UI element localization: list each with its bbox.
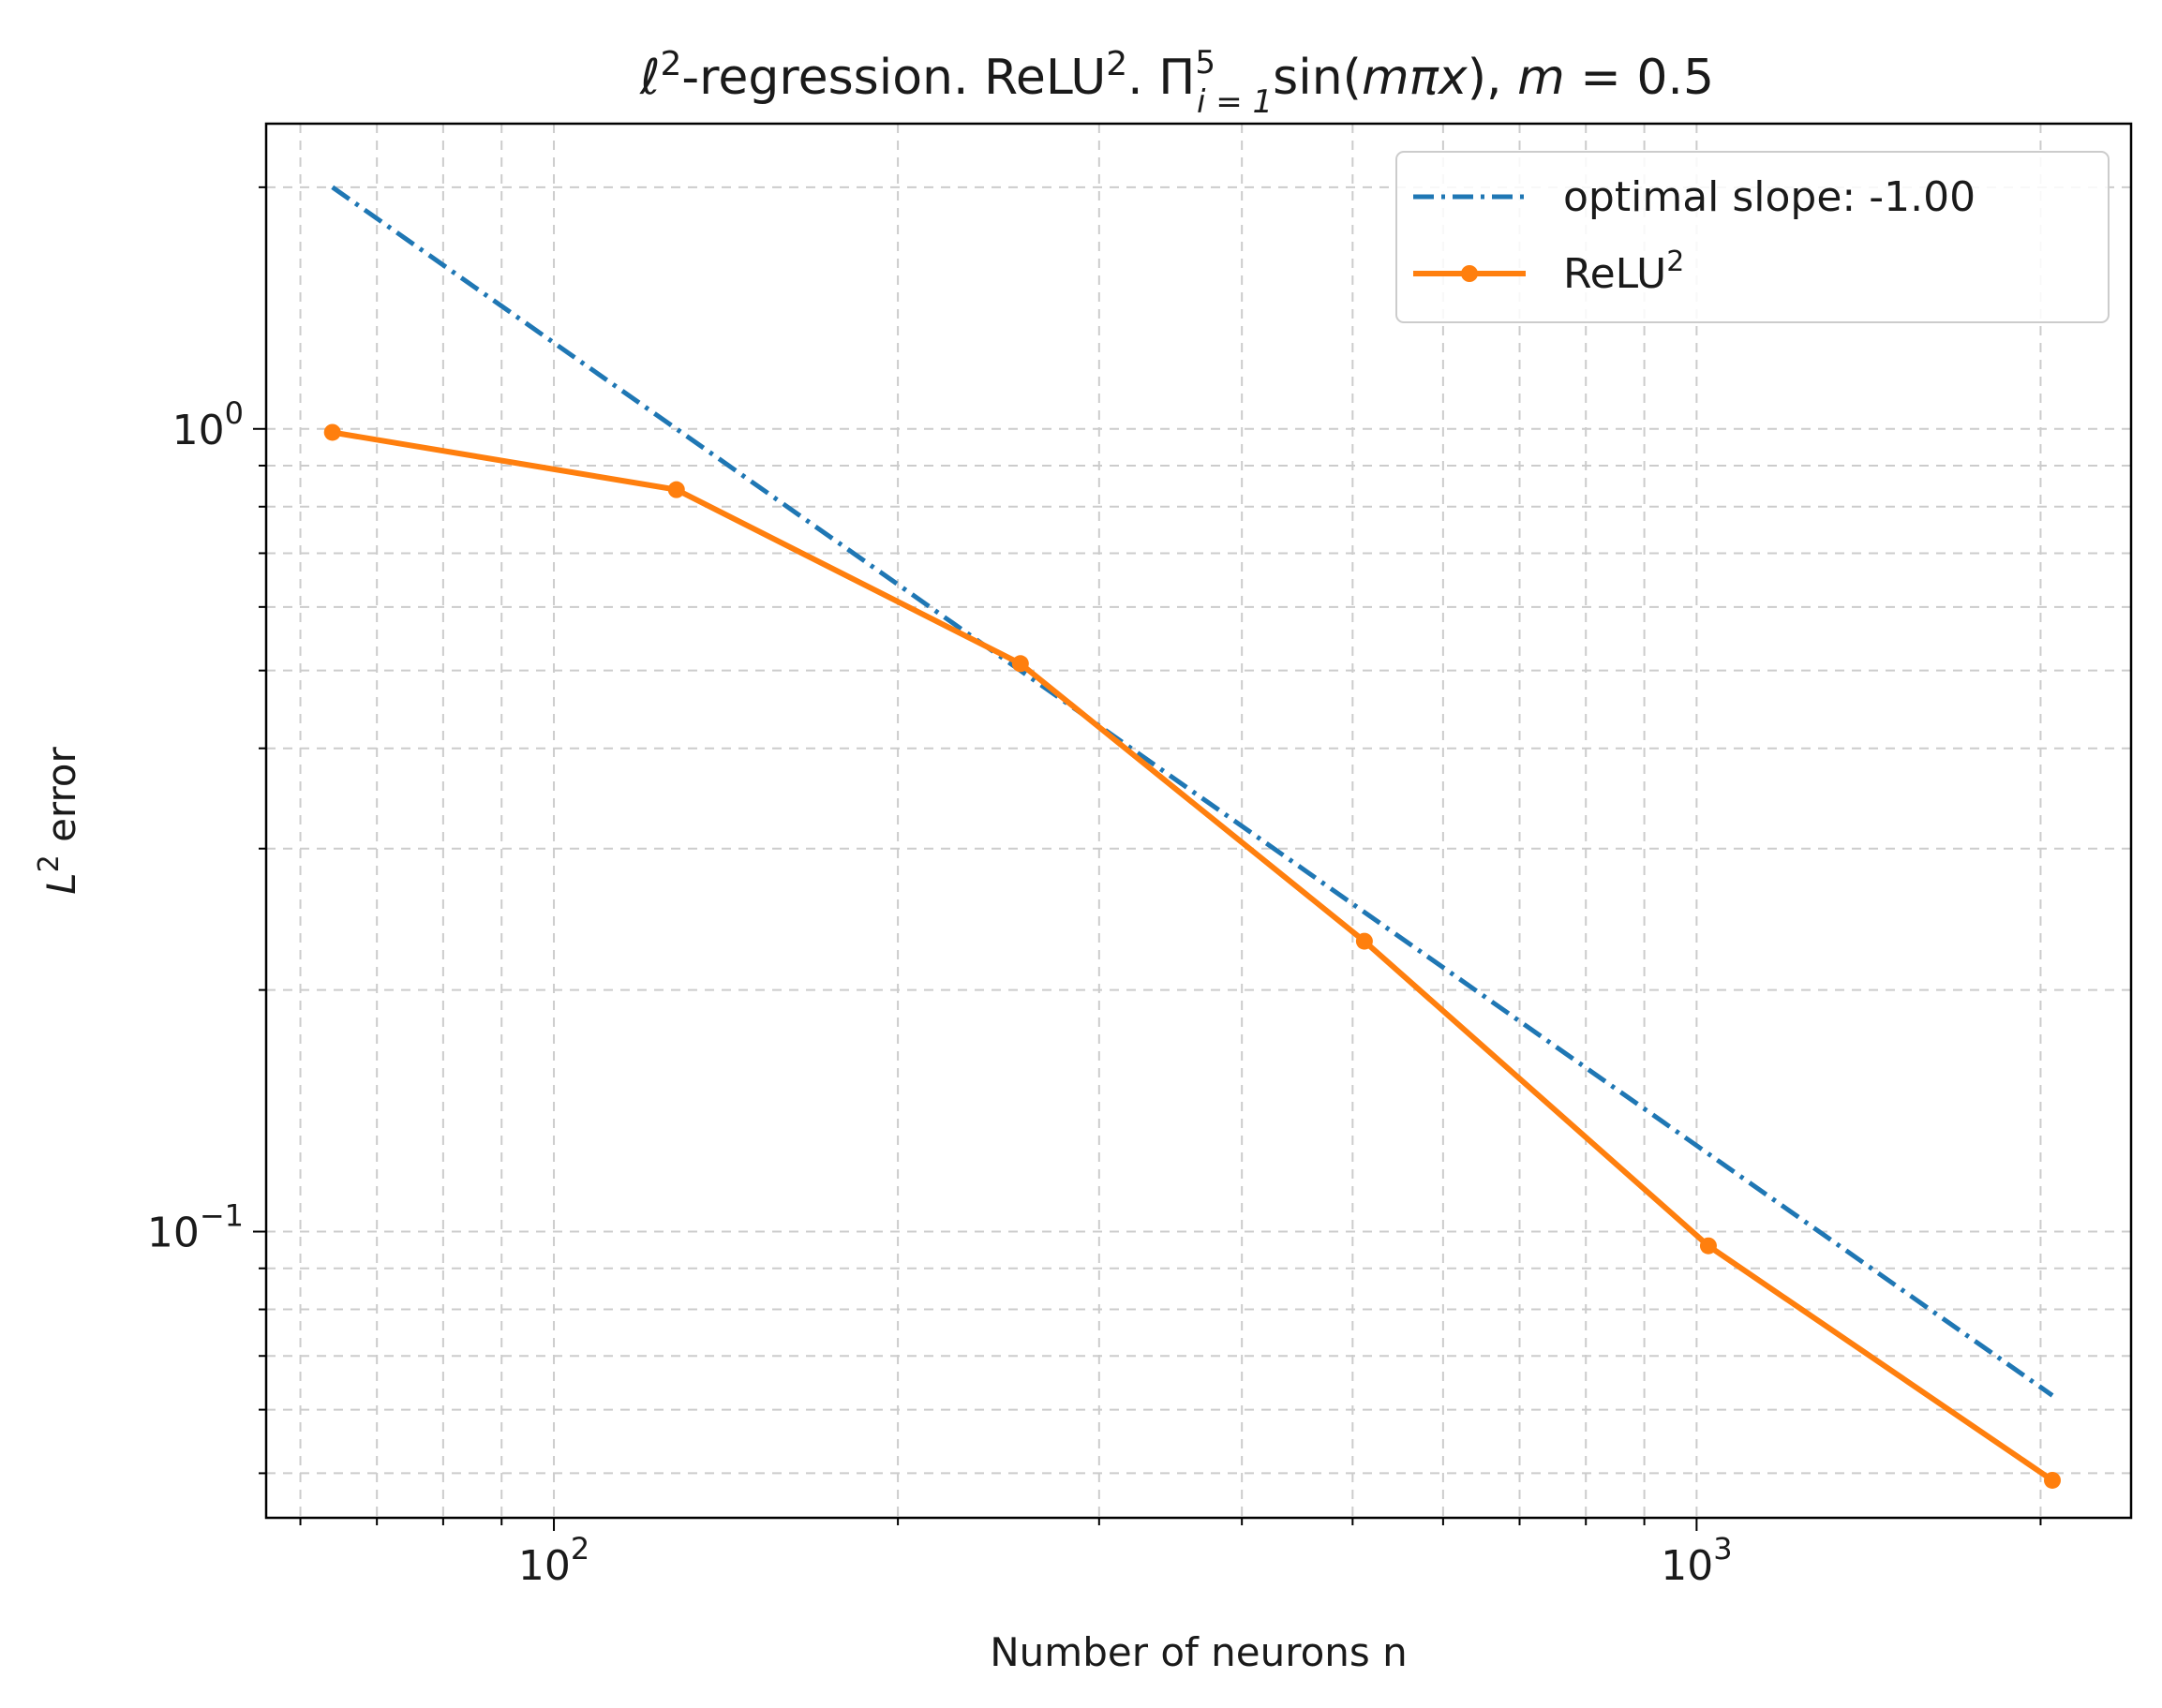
relu2-data-point: [667, 481, 685, 498]
optimal-slope-line: [331, 185, 2054, 1398]
relu2-data-point: [1011, 655, 1029, 673]
relu2-data-point: [1355, 932, 1373, 950]
relu2-data-point: [323, 423, 341, 441]
x-axis-label: Number of neurons n: [990, 1629, 1408, 1675]
plot-area-frame: [264, 122, 2133, 1520]
legend-optimal-slope-label: optimal slope: -1.00: [1563, 173, 1976, 221]
relu2-error-line: [332, 429, 2054, 1483]
chart-title: ℓ2-regression. ReLU2. Π5 i = 1sin(mπx), m…: [639, 44, 1714, 121]
y-tick-label: 10−1: [147, 1198, 244, 1257]
legend-relu2-marker: [1461, 265, 1478, 282]
y-axis-label: L2 error: [33, 747, 84, 895]
y-tick-label: 100: [172, 395, 244, 454]
legend-box: [1395, 151, 2110, 323]
legend: optimal slope: -1.00 ReLU2: [1395, 151, 2110, 323]
x-tick-label: 103: [1661, 1531, 1732, 1590]
relu2-data-point: [2044, 1471, 2062, 1489]
legend-relu2-label: ReLU2: [1563, 245, 1684, 298]
relu2-data-point: [1699, 1237, 1717, 1255]
grid: [266, 124, 2131, 1518]
axis-ticks: 102 103 100 10−1: [147, 186, 2042, 1590]
x-tick-label: 102: [518, 1531, 589, 1590]
data-series: [323, 185, 2062, 1489]
